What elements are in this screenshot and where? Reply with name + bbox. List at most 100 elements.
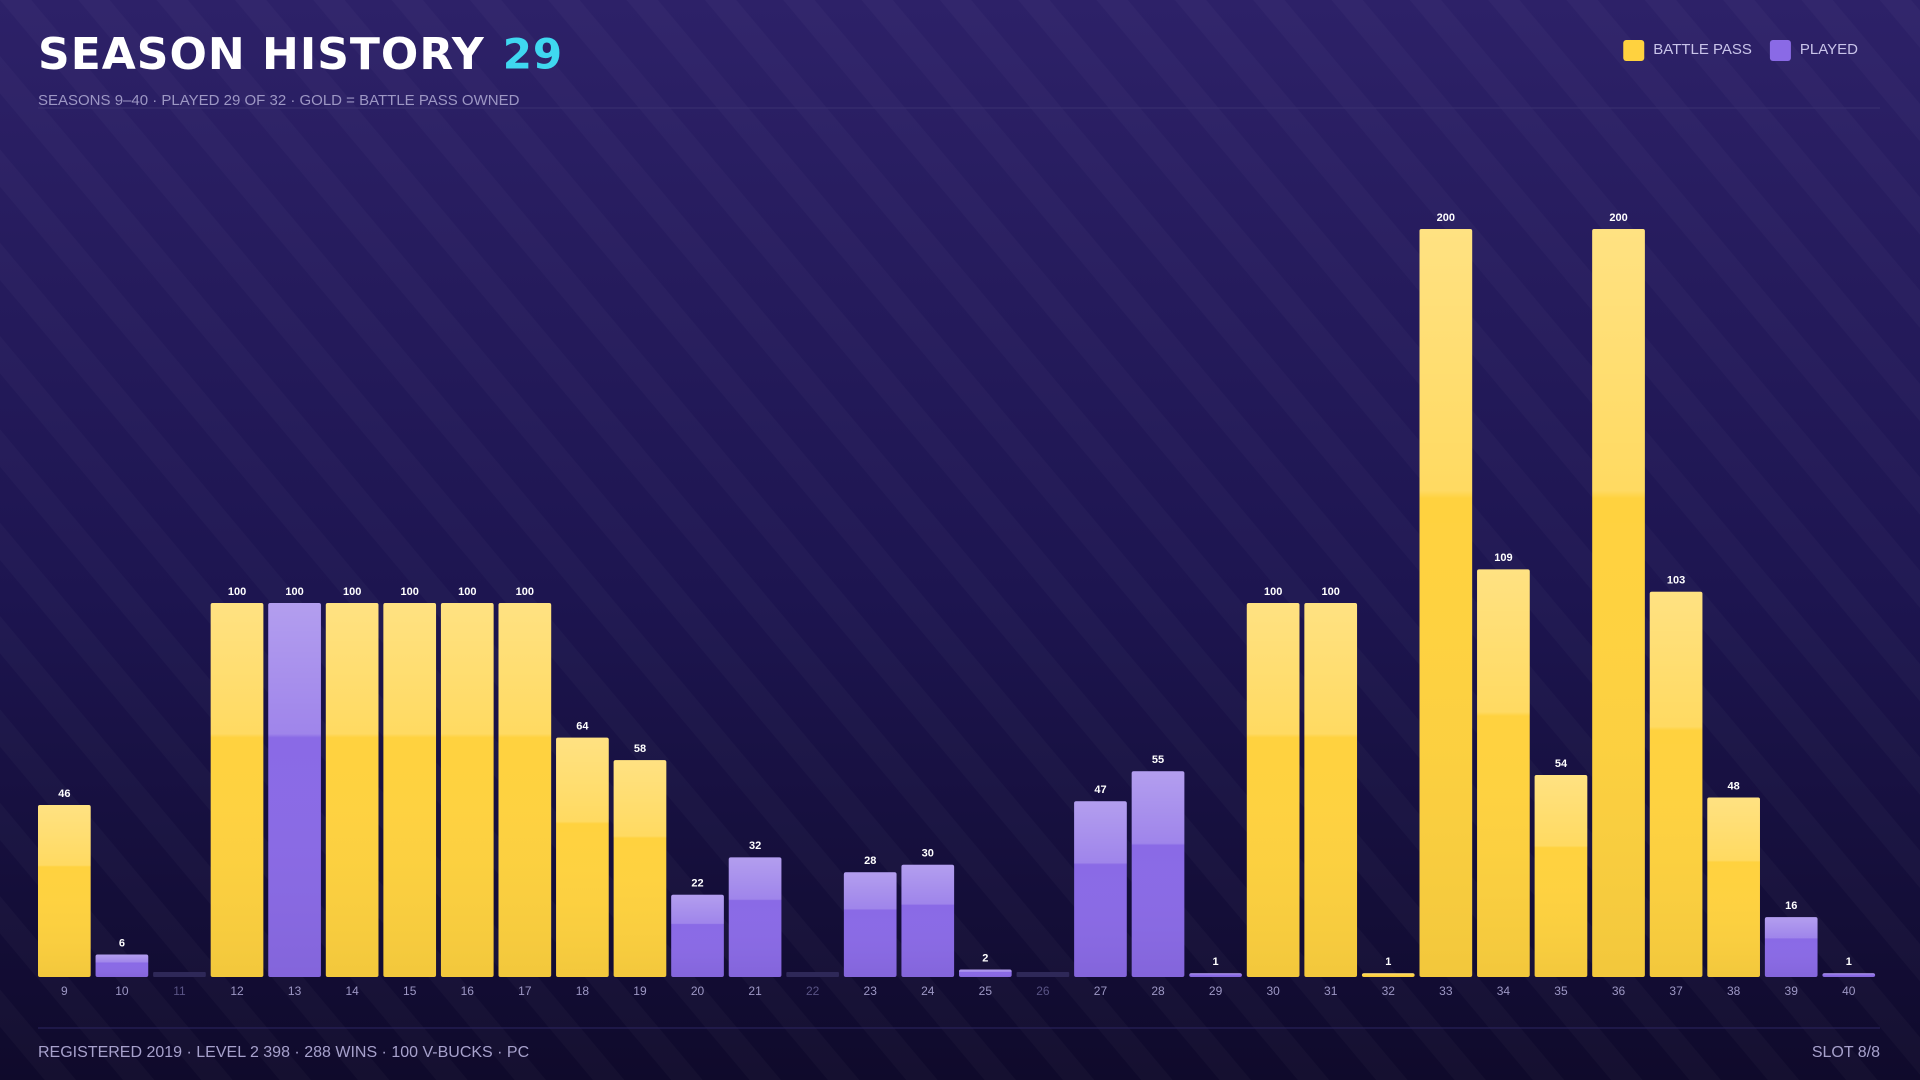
bar-sheen — [901, 864, 955, 977]
x-tick-label: 21 — [748, 984, 762, 998]
title: SEASON HISTORY — [38, 29, 485, 80]
x-tick-label: 39 — [1785, 984, 1799, 998]
unplayed-stub — [1016, 972, 1070, 977]
value-label: 64 — [576, 721, 589, 733]
value-label: 100 — [228, 586, 246, 598]
x-tick-label: 32 — [1382, 984, 1396, 998]
value-label: 58 — [634, 743, 646, 755]
value-label: 1 — [1385, 956, 1391, 968]
title-count: 29 — [503, 30, 563, 79]
x-tick-label: 35 — [1554, 984, 1568, 998]
x-tick-label: 26 — [1036, 984, 1050, 998]
legend-label: PLAYED — [1800, 41, 1858, 58]
x-tick-label: 15 — [403, 984, 417, 998]
unplayed-stub — [786, 972, 839, 977]
x-tick-label: 38 — [1727, 984, 1741, 998]
bar-sheen — [728, 857, 782, 977]
bar-sheen — [268, 603, 321, 977]
x-tick-label: 30 — [1266, 984, 1280, 998]
value-label: 16 — [1785, 900, 1797, 912]
bar-sheen — [959, 969, 1012, 977]
bar-sheen — [1707, 797, 1760, 977]
value-label: 55 — [1152, 754, 1164, 766]
value-label: 46 — [58, 788, 70, 800]
bar-sheen — [1649, 591, 1703, 977]
value-label: 109 — [1494, 552, 1512, 564]
bar-sheen — [1131, 771, 1185, 977]
value-label: 100 — [343, 586, 361, 598]
x-tick-label: 16 — [461, 984, 475, 998]
bar-sheen — [1822, 973, 1876, 977]
value-label: 100 — [516, 586, 534, 598]
value-label: 28 — [864, 855, 876, 867]
value-label: 32 — [749, 840, 761, 852]
x-tick-label: 27 — [1094, 984, 1108, 998]
x-tick-label: 31 — [1324, 984, 1338, 998]
bar-sheen — [1361, 973, 1415, 977]
x-tick-label: 18 — [576, 984, 590, 998]
x-tick-label: 17 — [518, 984, 532, 998]
bar-sheen — [498, 603, 552, 977]
bar-sheen — [1477, 569, 1530, 977]
value-label: 22 — [691, 878, 703, 890]
value-label: 54 — [1555, 758, 1568, 770]
bar-sheen — [1304, 603, 1358, 977]
x-tick-label: 40 — [1842, 984, 1856, 998]
legend: PLAYED BATTLE PASS — [1623, 40, 1858, 61]
x-tick-label: 22 — [806, 984, 820, 998]
value-label: 1 — [1846, 956, 1852, 968]
bar-sheen — [556, 737, 609, 977]
bar-sheen — [1764, 917, 1818, 977]
x-tick-label: 12 — [230, 984, 244, 998]
x-tick-label: 34 — [1497, 984, 1511, 998]
bar-sheen — [95, 954, 149, 977]
x-tick-label: 25 — [979, 984, 993, 998]
bar-sheen — [325, 603, 379, 977]
bar-sheen — [1189, 973, 1242, 977]
x-tick-label: 33 — [1439, 984, 1453, 998]
value-label: 6 — [119, 937, 125, 949]
x-tick-label: 37 — [1669, 984, 1683, 998]
x-tick-label: 29 — [1209, 984, 1223, 998]
value-label: 30 — [922, 848, 934, 860]
x-tick-label: 13 — [288, 984, 302, 998]
x-tick-label: 19 — [633, 984, 647, 998]
unplayed-stub — [153, 972, 206, 977]
x-tick-label: 14 — [345, 984, 359, 998]
value-label: 1 — [1213, 956, 1219, 968]
x-tick-label: 10 — [115, 984, 129, 998]
x-tick-label: 36 — [1612, 984, 1626, 998]
bar-sheen — [210, 603, 264, 977]
footer-slot: SLOT 8/8 — [1812, 1044, 1880, 1061]
bar-sheen — [38, 804, 91, 977]
value-label: 47 — [1094, 784, 1106, 796]
subtitle: SEASONS 9–40 · PLAYED 29 OF 32 · GOLD = … — [38, 92, 520, 109]
x-tick-label: 20 — [691, 984, 705, 998]
value-label: 100 — [1264, 586, 1282, 598]
bar-sheen — [671, 894, 724, 977]
bar-sheen — [843, 872, 897, 977]
value-label: 48 — [1728, 780, 1740, 792]
x-tick-label: 23 — [864, 984, 878, 998]
bar-sheen — [1534, 775, 1588, 977]
footer-info: REGISTERED 2019 · LEVEL 2 398 · 288 WINS… — [38, 1044, 529, 1061]
bar-sheen — [1246, 603, 1300, 977]
bar-sheen — [1592, 229, 1645, 977]
legend-swatch — [1769, 40, 1791, 61]
value-label: 100 — [1322, 586, 1340, 598]
bar-sheen — [383, 603, 437, 977]
value-label: 2 — [982, 952, 988, 964]
x-tick-label: 9 — [61, 984, 68, 998]
x-tick-label: 11 — [173, 984, 186, 998]
value-label: 100 — [285, 586, 303, 598]
value-label: 100 — [401, 586, 419, 598]
value-label: 103 — [1667, 575, 1685, 587]
x-tick-label: 28 — [1151, 984, 1165, 998]
value-label: 200 — [1437, 212, 1455, 224]
bar-sheen — [613, 760, 667, 977]
legend-label: BATTLE PASS — [1653, 41, 1752, 58]
bar-sheen — [440, 603, 494, 977]
bar-sheen — [1074, 801, 1127, 977]
value-label: 100 — [458, 586, 476, 598]
